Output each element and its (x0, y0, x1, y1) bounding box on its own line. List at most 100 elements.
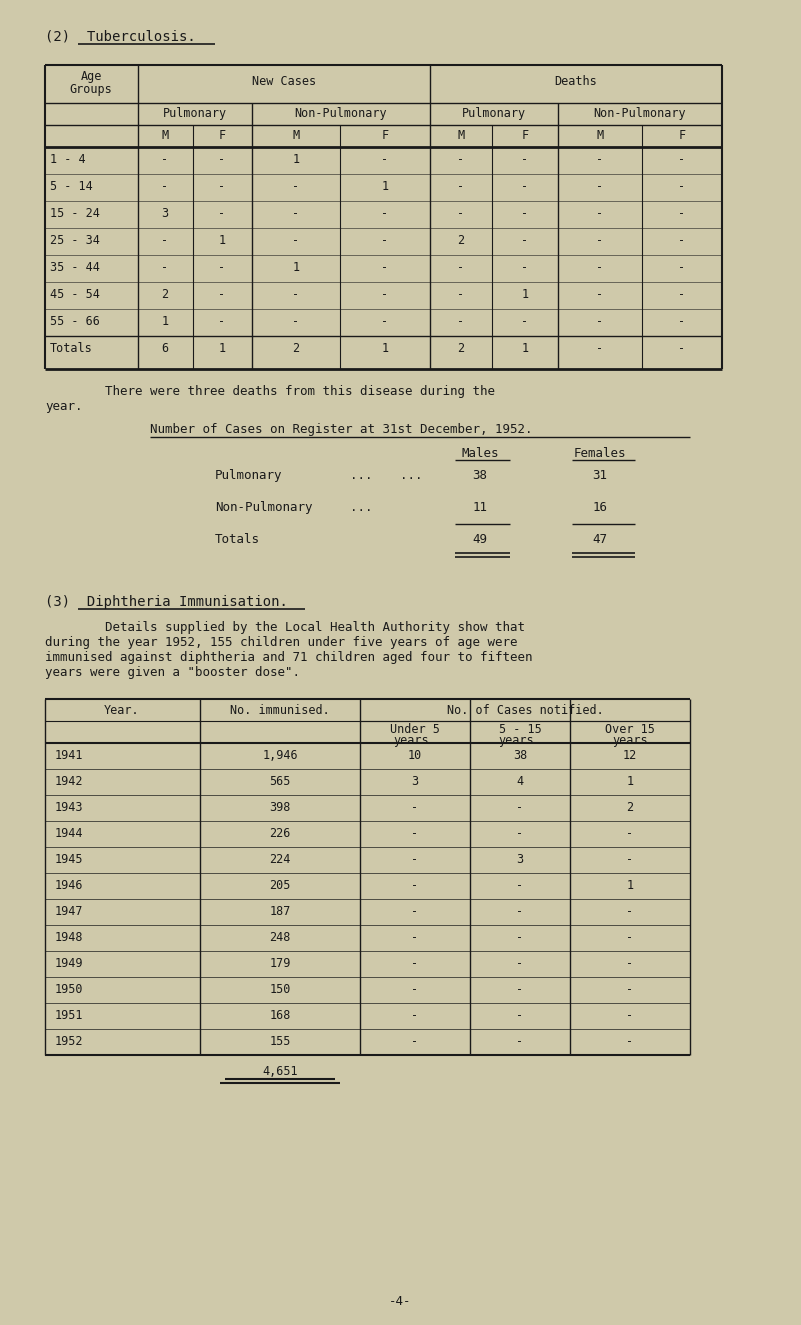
Text: -: - (678, 342, 686, 355)
Text: Deaths: Deaths (554, 76, 598, 87)
Text: -: - (678, 207, 686, 220)
Text: -: - (292, 180, 300, 193)
Text: 565: 565 (269, 775, 291, 788)
Text: -: - (678, 315, 686, 329)
Text: year.: year. (45, 400, 83, 413)
Text: -: - (381, 207, 388, 220)
Text: -4-: -4- (388, 1295, 411, 1308)
Text: 55 - 66: 55 - 66 (50, 315, 100, 329)
Text: -: - (626, 957, 634, 970)
Text: -: - (521, 235, 529, 246)
Text: 16: 16 (593, 501, 607, 514)
Text: 1951: 1951 (55, 1010, 83, 1022)
Text: 38: 38 (513, 749, 527, 762)
Text: -: - (517, 802, 524, 814)
Text: -: - (597, 207, 604, 220)
Text: 248: 248 (269, 931, 291, 943)
Text: -: - (678, 261, 686, 274)
Text: 5 - 14: 5 - 14 (50, 180, 93, 193)
Text: -: - (412, 931, 419, 943)
Text: -: - (381, 152, 388, 166)
Text: -: - (517, 1035, 524, 1048)
Text: 1946: 1946 (55, 878, 83, 892)
Text: -: - (626, 931, 634, 943)
Text: 3: 3 (412, 775, 419, 788)
Text: -: - (597, 315, 604, 329)
Text: years: years (612, 734, 648, 747)
Text: M: M (597, 129, 604, 142)
Text: Year.: Year. (104, 704, 140, 717)
Text: ...: ... (350, 501, 372, 514)
Text: -: - (678, 235, 686, 246)
Text: Number of Cases on Register at 31st December, 1952.: Number of Cases on Register at 31st Dece… (150, 423, 533, 436)
Text: Females: Females (574, 447, 626, 460)
Text: Non-Pulmonary: Non-Pulmonary (295, 107, 388, 121)
Text: 12: 12 (623, 749, 637, 762)
Text: -: - (517, 983, 524, 996)
Text: 2: 2 (162, 288, 168, 301)
Text: -: - (521, 180, 529, 193)
Text: 6: 6 (162, 342, 168, 355)
Text: -: - (517, 1010, 524, 1022)
Text: 4,651: 4,651 (262, 1065, 298, 1079)
Text: Over 15: Over 15 (605, 723, 655, 735)
Text: -: - (517, 957, 524, 970)
Text: -: - (597, 261, 604, 274)
Text: -: - (457, 152, 465, 166)
Text: 1,946: 1,946 (262, 749, 298, 762)
Text: 1: 1 (626, 775, 634, 788)
Text: 155: 155 (269, 1035, 291, 1048)
Text: F: F (381, 129, 388, 142)
Text: -: - (597, 342, 604, 355)
Text: -: - (412, 1010, 419, 1022)
Text: -: - (597, 235, 604, 246)
Text: -: - (521, 152, 529, 166)
Text: Totals: Totals (215, 533, 260, 546)
Text: Age: Age (80, 70, 102, 83)
Text: 1 - 4: 1 - 4 (50, 152, 86, 166)
Text: Non-Pulmonary: Non-Pulmonary (594, 107, 686, 121)
Text: immunised against diphtheria and 71 children aged four to fifteen: immunised against diphtheria and 71 chil… (45, 651, 533, 664)
Text: 35 - 44: 35 - 44 (50, 261, 100, 274)
Text: 1: 1 (381, 342, 388, 355)
Text: -: - (381, 261, 388, 274)
Text: 1950: 1950 (55, 983, 83, 996)
Text: 1: 1 (521, 288, 529, 301)
Text: 10: 10 (408, 749, 422, 762)
Text: -: - (626, 827, 634, 840)
Text: 205: 205 (269, 878, 291, 892)
Text: 226: 226 (269, 827, 291, 840)
Text: 1: 1 (626, 878, 634, 892)
Text: -: - (457, 180, 465, 193)
Text: Details supplied by the Local Health Authority show that: Details supplied by the Local Health Aut… (45, 621, 525, 633)
Text: 47: 47 (593, 533, 607, 546)
Text: -: - (412, 1035, 419, 1048)
Text: 11: 11 (473, 501, 488, 514)
Text: 15 - 24: 15 - 24 (50, 207, 100, 220)
Text: M: M (292, 129, 300, 142)
Text: 168: 168 (269, 1010, 291, 1022)
Text: 1: 1 (292, 152, 300, 166)
Text: -: - (597, 180, 604, 193)
Text: -: - (412, 853, 419, 867)
Text: 224: 224 (269, 853, 291, 867)
Text: F: F (219, 129, 226, 142)
Text: -: - (412, 905, 419, 918)
Text: 1949: 1949 (55, 957, 83, 970)
Text: Non-Pulmonary: Non-Pulmonary (215, 501, 312, 514)
Text: -: - (219, 152, 226, 166)
Text: 1: 1 (521, 342, 529, 355)
Text: -: - (626, 1035, 634, 1048)
Text: 38: 38 (473, 469, 488, 482)
Text: -: - (457, 288, 465, 301)
Text: There were three deaths from this disease during the: There were three deaths from this diseas… (45, 386, 495, 398)
Text: (3)  Diphtheria Immunisation.: (3) Diphtheria Immunisation. (45, 595, 288, 610)
Text: -: - (457, 207, 465, 220)
Text: -: - (412, 827, 419, 840)
Text: No. immunised.: No. immunised. (230, 704, 330, 717)
Text: -: - (521, 261, 529, 274)
Text: -: - (457, 261, 465, 274)
Text: -: - (162, 180, 168, 193)
Text: -: - (597, 288, 604, 301)
Text: -: - (219, 180, 226, 193)
